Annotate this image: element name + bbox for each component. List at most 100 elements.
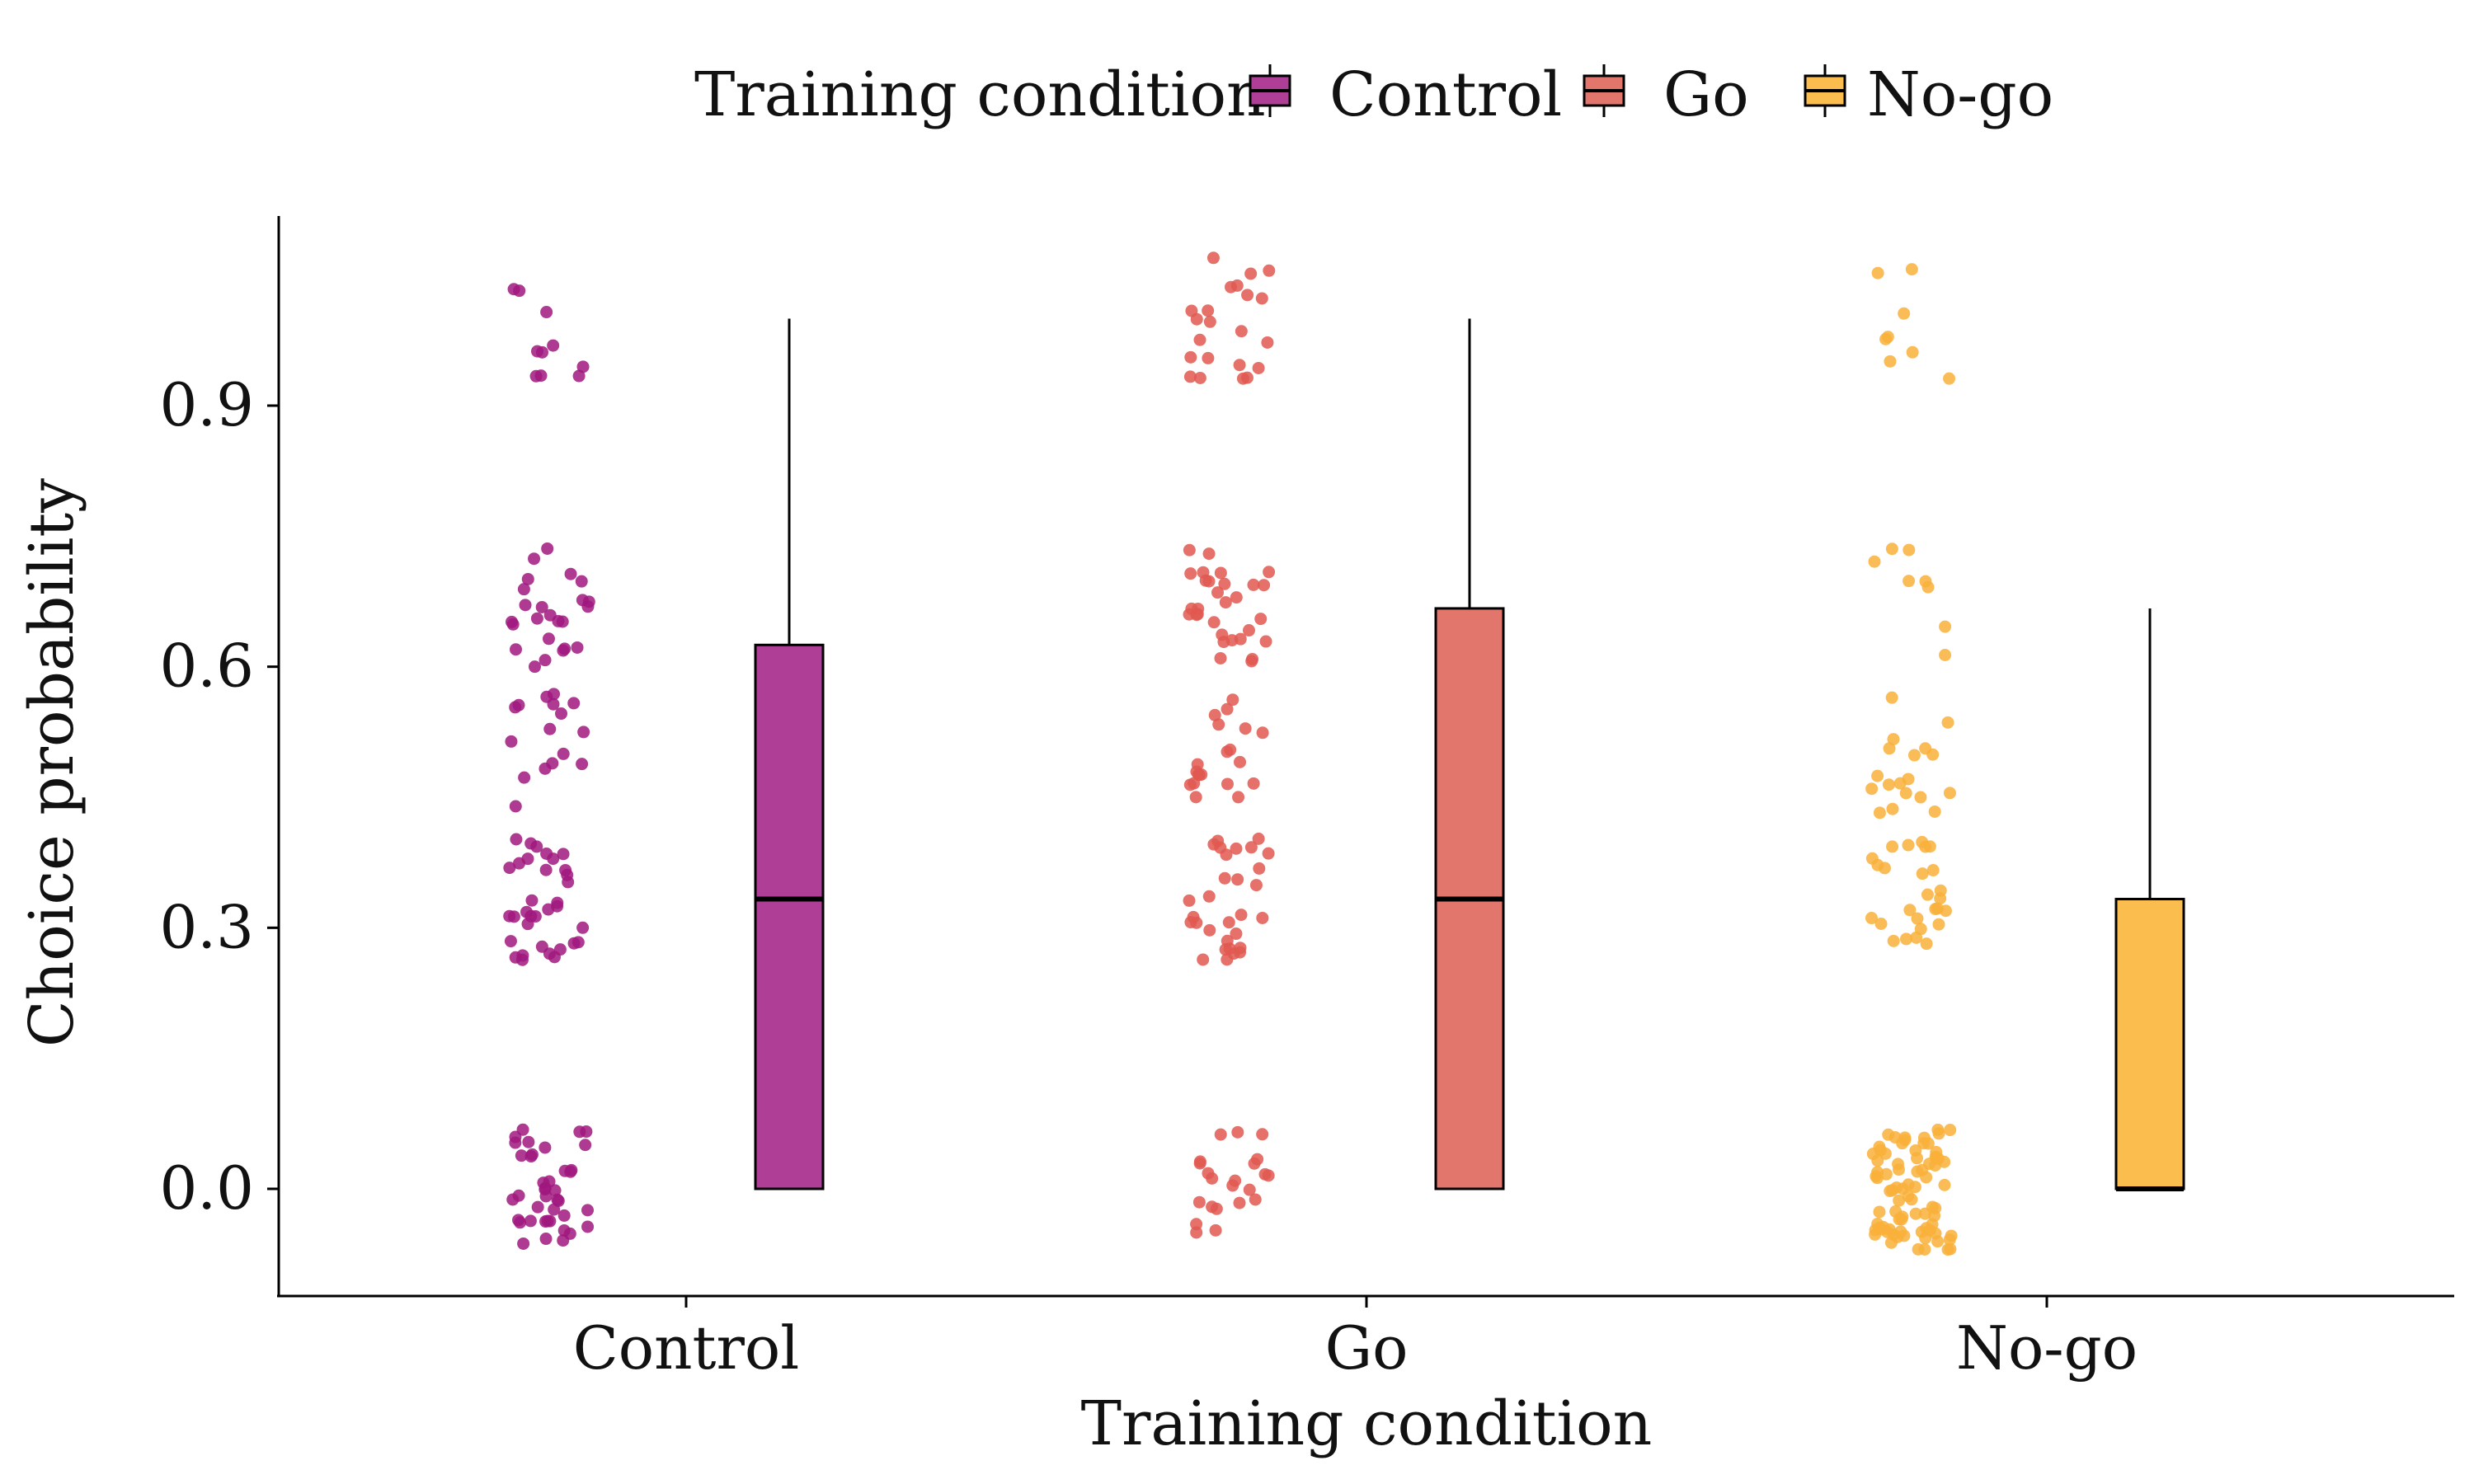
- data-point: [1253, 862, 1266, 875]
- data-point: [1256, 911, 1269, 924]
- data-point: [1206, 251, 1220, 265]
- box-no-go: [2114, 608, 2185, 1191]
- data-point: [1206, 1172, 1219, 1185]
- data-point: [509, 800, 522, 813]
- data-point: [1865, 782, 1879, 796]
- data-point: [1252, 361, 1265, 374]
- data-point: [521, 572, 534, 585]
- y-tick-label: 0.3: [159, 892, 254, 961]
- data-point: [1932, 918, 1945, 931]
- data-point: [564, 1165, 577, 1178]
- y-tick-label: 0.6: [159, 632, 254, 701]
- data-point: [1879, 332, 1893, 345]
- data-point: [1214, 651, 1227, 665]
- data-point: [1917, 1137, 1931, 1150]
- data-point: [1906, 345, 1919, 359]
- data-point: [1247, 578, 1260, 591]
- data-point: [1231, 873, 1244, 886]
- data-point: [1202, 304, 1215, 317]
- data-point: [576, 921, 590, 934]
- data-point: [1256, 1128, 1269, 1141]
- data-point: [1939, 620, 1952, 633]
- data-point: [531, 1200, 544, 1214]
- data-point: [1223, 942, 1236, 956]
- data-point: [1882, 778, 1895, 791]
- box-rect: [2114, 898, 2185, 1190]
- data-point: [1233, 359, 1246, 372]
- data-point: [528, 552, 541, 566]
- data-point: [1202, 890, 1216, 903]
- data-point: [1221, 745, 1234, 758]
- data-point: [576, 360, 590, 373]
- data-point: [535, 600, 548, 613]
- data-point: [1190, 1226, 1203, 1239]
- data-point: [539, 863, 553, 876]
- data-point: [548, 1184, 562, 1197]
- data-point: [1262, 847, 1275, 860]
- data-point: [539, 1233, 553, 1246]
- data-point: [1242, 624, 1255, 637]
- data-point: [1214, 1128, 1227, 1141]
- data-point: [1885, 691, 1898, 704]
- data-point: [1911, 912, 1924, 925]
- data-point: [1934, 892, 1947, 905]
- data-point: [1911, 1152, 1924, 1165]
- data-point: [547, 852, 560, 866]
- data-point: [1865, 912, 1878, 925]
- data-point: [509, 1130, 522, 1144]
- data-point: [1231, 1125, 1244, 1139]
- data-point: [1263, 264, 1276, 277]
- data-point: [547, 339, 560, 352]
- box-rect: [754, 643, 825, 1190]
- data-point: [539, 1190, 553, 1203]
- data-point: [1258, 579, 1271, 592]
- data-point: [1911, 1165, 1924, 1178]
- data-point: [539, 1141, 552, 1154]
- legend-label: Control: [1329, 59, 1562, 130]
- data-point: [1216, 628, 1229, 641]
- data-point: [1208, 708, 1221, 721]
- data-point: [1923, 1223, 1936, 1237]
- data-point: [577, 726, 590, 739]
- data-point: [1235, 325, 1248, 338]
- data-point: [506, 615, 519, 628]
- data-point: [1255, 292, 1268, 305]
- data-point: [1183, 894, 1196, 907]
- data-point: [504, 935, 517, 948]
- box-control: [754, 318, 825, 1190]
- legend-title: Training condition: [694, 59, 1266, 130]
- data-point: [1190, 608, 1203, 622]
- data-point: [573, 1125, 586, 1139]
- data-point: [1903, 904, 1917, 917]
- legend-entry-control: Control: [1249, 59, 1562, 130]
- x-tick-label: Control: [573, 1313, 800, 1383]
- data-point: [1184, 567, 1197, 580]
- data-point: [1218, 871, 1231, 885]
- data-point: [579, 1139, 592, 1152]
- data-point: [548, 688, 561, 701]
- data-point: [1249, 1193, 1262, 1206]
- data-point: [1221, 953, 1234, 966]
- data-point: [553, 943, 567, 956]
- data-point: [1871, 769, 1884, 782]
- data-point: [1914, 923, 1927, 936]
- data-point: [1222, 916, 1235, 929]
- data-point: [1261, 336, 1274, 349]
- data-point: [1234, 755, 1247, 768]
- data-point: [1944, 1124, 1957, 1137]
- data-point: [1905, 1193, 1918, 1206]
- data-point: [1920, 937, 1933, 951]
- data-point: [1887, 733, 1900, 746]
- data-point: [1193, 1157, 1206, 1170]
- data-point: [519, 599, 532, 612]
- data-point: [534, 369, 548, 383]
- data-point: [518, 771, 531, 784]
- data-point: [1926, 864, 1940, 877]
- data-point: [1932, 1127, 1945, 1140]
- data-point: [1212, 718, 1225, 731]
- data-point: [546, 757, 559, 770]
- data-point: [540, 306, 553, 319]
- legend-entry-no-go: No-go: [1804, 59, 2053, 130]
- data-point: [1230, 928, 1243, 941]
- data-point: [524, 1150, 538, 1163]
